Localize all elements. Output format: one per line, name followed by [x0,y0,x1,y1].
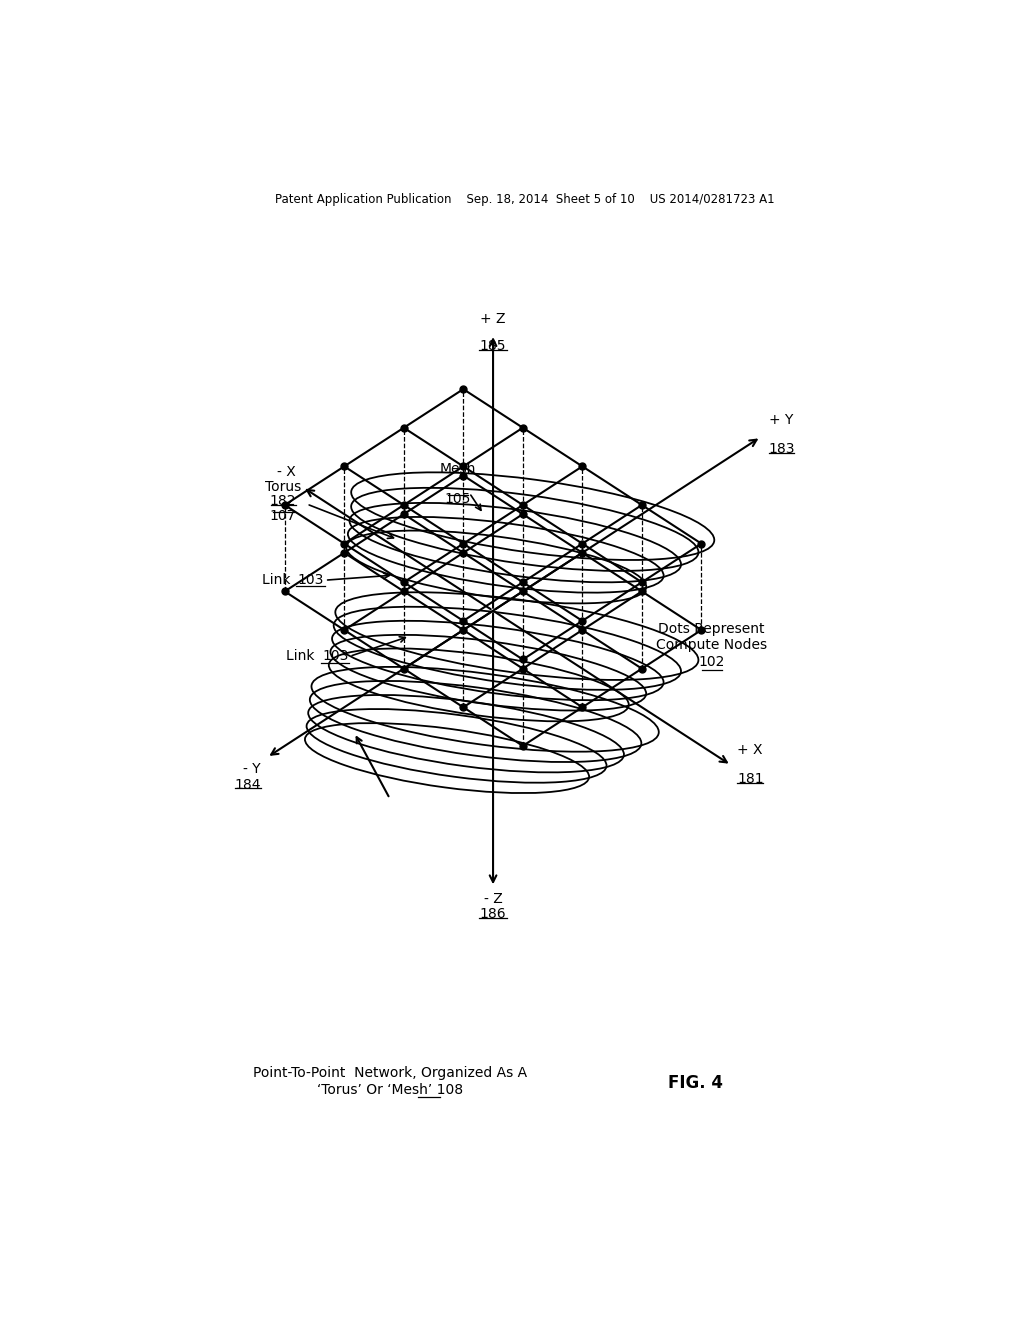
Text: - X: - X [278,465,296,479]
Text: 185: 185 [480,339,506,354]
Text: 102: 102 [698,655,725,669]
Text: Patent Application Publication    Sep. 18, 2014  Sheet 5 of 10    US 2014/028172: Patent Application Publication Sep. 18, … [275,193,774,206]
Text: ‘Torus’ Or ‘Mesh’ 108: ‘Torus’ Or ‘Mesh’ 108 [316,1084,463,1097]
Text: 181: 181 [737,772,764,787]
Text: + Y: + Y [769,413,794,426]
Text: 182: 182 [269,494,296,508]
Text: + Z: + Z [480,312,506,326]
Text: Link: Link [262,573,295,587]
Text: 105: 105 [444,492,471,506]
Text: 107: 107 [269,510,296,523]
Text: 103: 103 [323,649,348,664]
Text: 184: 184 [234,777,260,792]
Text: Link: Link [286,649,318,664]
Text: + X: + X [737,743,763,758]
Text: - Z: - Z [483,892,503,907]
Text: 186: 186 [479,907,507,921]
Text: Point-To-Point  Network, Organized As A: Point-To-Point Network, Organized As A [253,1067,527,1080]
Text: Mesh: Mesh [439,462,475,475]
Text: Torus: Torus [264,479,301,494]
Text: - Y: - Y [243,762,260,776]
Text: Dots Represent: Dots Represent [658,622,765,636]
Text: FIG. 4: FIG. 4 [668,1074,723,1093]
Text: Compute Nodes: Compute Nodes [655,639,767,652]
Text: 183: 183 [769,442,796,455]
Text: 103: 103 [298,573,324,587]
